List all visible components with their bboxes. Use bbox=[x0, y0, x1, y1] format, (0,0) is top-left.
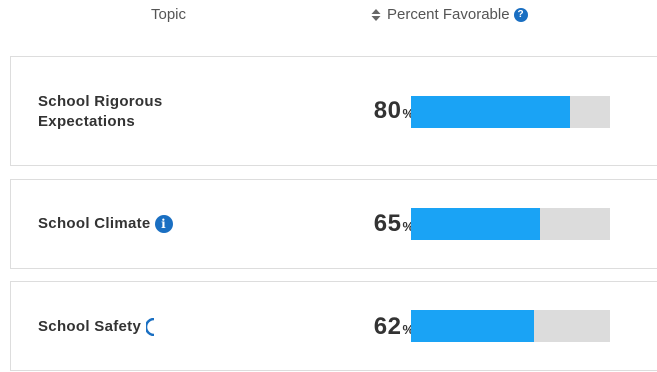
percent-bar-fill bbox=[411, 208, 541, 240]
percent-number: 62 bbox=[373, 313, 402, 340]
info-icon[interactable] bbox=[146, 318, 155, 336]
topic-name: School Rigorous Expectations bbox=[38, 93, 163, 130]
percent-number: 65 bbox=[373, 210, 402, 237]
percent-value: 65 % bbox=[374, 210, 414, 238]
percent-favorable-column-header[interactable]: Percent Favorable ? bbox=[371, 6, 528, 23]
percent-number: 80 bbox=[373, 97, 402, 124]
percent-sign: % bbox=[402, 322, 414, 337]
percent-value: 80 % bbox=[374, 97, 414, 125]
topic-row-school-rigorous-expectations[interactable]: School Rigorous Expectations 80 % bbox=[10, 56, 657, 166]
topic-name-wrapper: School Climate i bbox=[38, 214, 173, 234]
topic-column-label: Topic bbox=[151, 6, 187, 23]
percent-sign: % bbox=[402, 219, 414, 234]
topic-row-school-safety[interactable]: School Safety 62 % bbox=[10, 281, 657, 371]
topic-name: School Safety bbox=[38, 318, 142, 335]
topic-name-wrapper: School Safety bbox=[38, 317, 155, 337]
info-icon[interactable]: i bbox=[154, 215, 173, 233]
percent-bar-track bbox=[411, 96, 610, 128]
percent-value: 62 % bbox=[374, 313, 414, 341]
sort-icon[interactable] bbox=[371, 8, 381, 21]
topic-row-school-climate[interactable]: School Climate i 65 % bbox=[10, 179, 657, 269]
percent-favorable-label: Percent Favorable bbox=[387, 6, 510, 23]
percent-bar-track bbox=[411, 208, 610, 240]
percent-sign: % bbox=[402, 106, 414, 121]
percent-bar-fill bbox=[411, 310, 535, 342]
percent-bar-fill bbox=[411, 96, 571, 128]
help-icon[interactable]: ? bbox=[513, 7, 528, 22]
percent-bar-track bbox=[411, 310, 610, 342]
topic-column-header: Topic bbox=[151, 6, 186, 23]
topic-name: School Climate bbox=[38, 215, 151, 232]
